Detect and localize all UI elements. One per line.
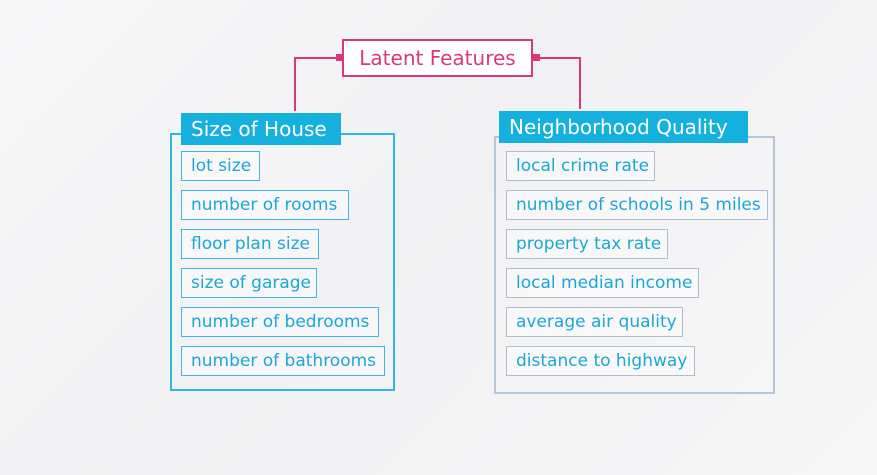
connector-to-size-of-house [294, 57, 342, 111]
feature-local-crime-rate: local crime rate [506, 151, 655, 181]
neighborhood-quality-group: Neighborhood Quality local crime rate nu… [494, 111, 775, 394]
latent-features-node: Latent Features [342, 39, 533, 77]
feature-average-air-quality: average air quality [506, 307, 683, 337]
size-of-house-group: Size of House lot size number of rooms f… [170, 113, 395, 391]
feature-distance-to-highway: distance to highway [506, 346, 695, 376]
feature-lot-size: lot size [181, 151, 260, 181]
feature-floor-plan-size: floor plan size [181, 229, 319, 259]
feature-local-median-income: local median income [506, 268, 699, 298]
right-connector-node [533, 54, 540, 61]
feature-number-of-bedrooms: number of bedrooms [181, 307, 379, 337]
size-of-house-title: Size of House [181, 113, 341, 145]
feature-property-tax-rate: property tax rate [506, 229, 668, 259]
left-connector-node [336, 54, 343, 61]
neighborhood-quality-title: Neighborhood Quality [499, 111, 748, 143]
feature-number-of-rooms: number of rooms [181, 190, 349, 220]
latent-features-label: Latent Features [359, 46, 516, 70]
feature-number-of-bathrooms: number of bathrooms [181, 346, 385, 376]
connector-to-neighborhood-quality [533, 57, 581, 109]
feature-size-of-garage: size of garage [181, 268, 317, 298]
feature-number-of-schools-in-5-miles: number of schools in 5 miles [506, 190, 768, 220]
